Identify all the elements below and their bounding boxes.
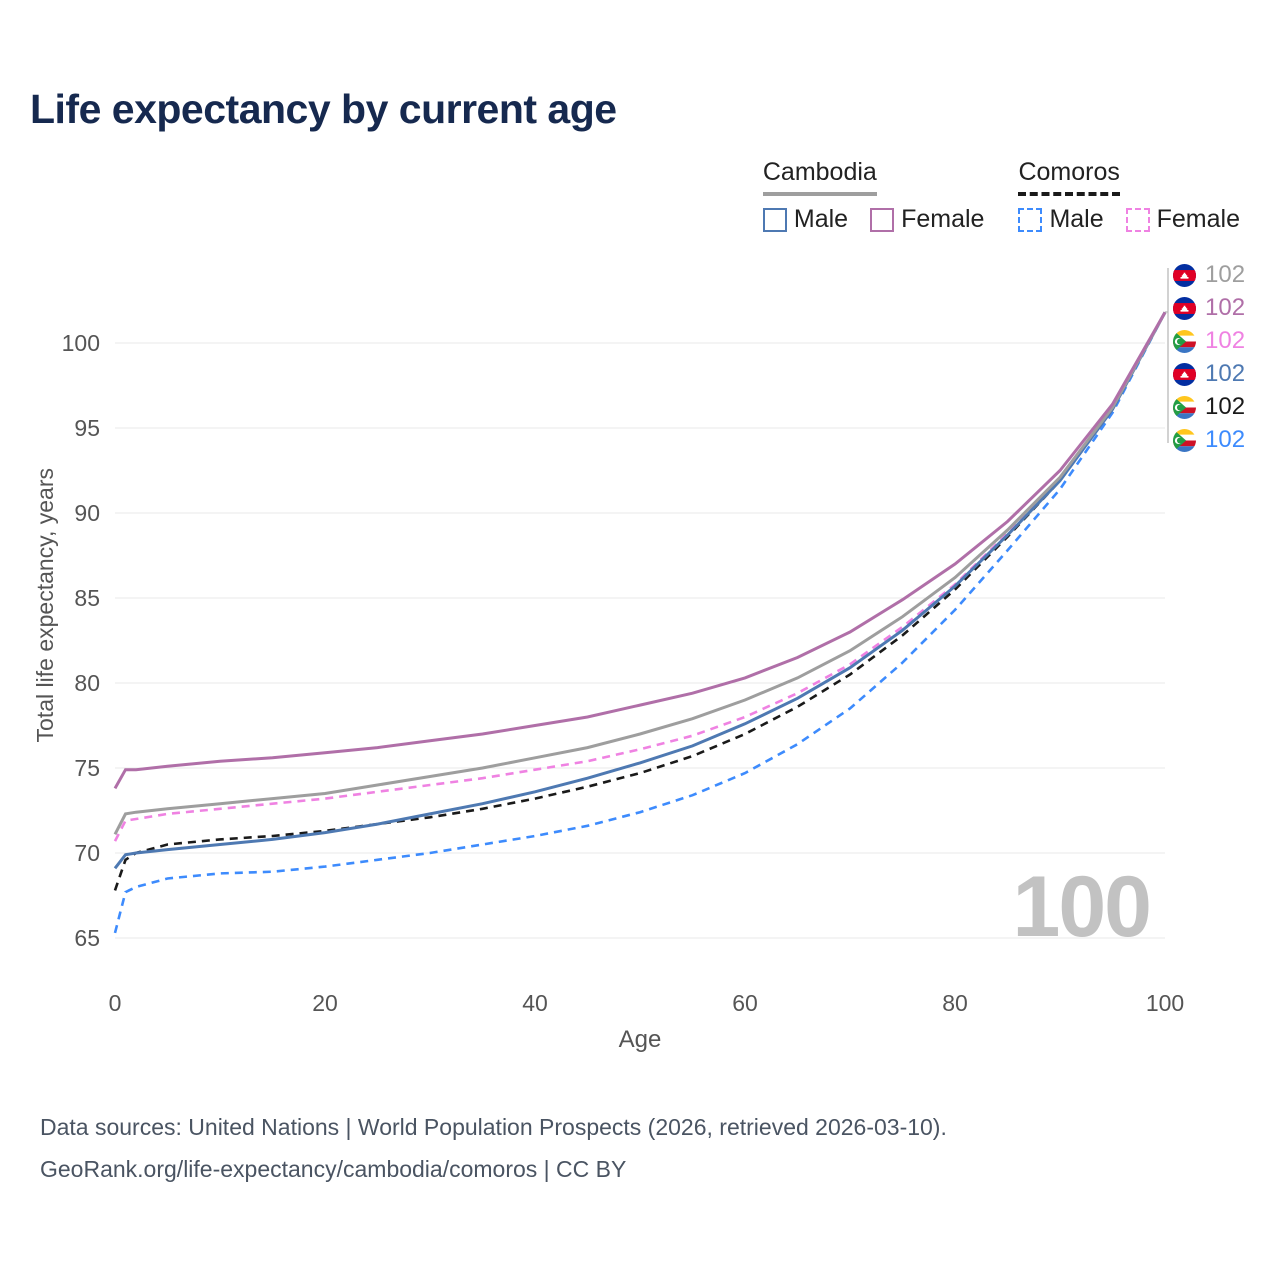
series-line-cambodia-both-sexes	[113, 311, 1167, 835]
attribution-text: GeoRank.org/life-expectancy/cambodia/com…	[40, 1156, 627, 1182]
series-end-label: 102	[1173, 261, 1246, 288]
footer: Data sources: United Nations | World Pop…	[40, 1106, 947, 1190]
x-tick-label: 60	[732, 990, 758, 1016]
legend-item-label: Male	[1049, 205, 1104, 233]
legend-items-cambodia: Male Female	[762, 205, 984, 234]
series-end-label: 102	[1173, 426, 1246, 453]
legend-item-label: Female	[901, 205, 985, 233]
comoros-flag-icon	[1173, 428, 1196, 452]
y-tick-label: 75	[74, 755, 100, 781]
cambodia-female-swatch-icon	[870, 207, 895, 232]
cambodia-flag-icon	[1173, 263, 1196, 287]
legend-group-cambodia: Cambodia Male Female	[762, 158, 984, 234]
legend-item-label: Male	[793, 205, 849, 233]
current-age-watermark: 100	[1012, 859, 1153, 955]
y-tick-label: 65	[74, 925, 100, 951]
series-end-label: 102	[1173, 393, 1246, 420]
legend-country-comoros[interactable]: Comoros	[1018, 158, 1120, 196]
y-tick-label: 100	[62, 330, 100, 356]
data-sources-text: Data sources: United Nations | World Pop…	[40, 1114, 947, 1140]
series-line-comoros-both-sexes	[113, 311, 1167, 891]
y-axis-label: Total life expectancy, years	[32, 468, 58, 743]
y-tick-label: 70	[74, 840, 100, 866]
comoros-female-swatch-icon	[1125, 207, 1150, 232]
chart-title: Life expectancy by current age	[30, 86, 617, 132]
cambodia-male-swatch-icon	[762, 207, 787, 232]
comoros-flag-icon	[1173, 395, 1196, 419]
end-labels: 102 102 102 102 102 102	[1173, 261, 1246, 461]
x-tick-label: 20	[312, 990, 338, 1016]
x-tick-label: 0	[109, 990, 122, 1016]
legend-group-comoros: Comoros Male Female	[1018, 158, 1240, 234]
x-tick-label: 80	[942, 990, 968, 1016]
comoros-male-swatch-icon	[1018, 207, 1043, 232]
legend-item-cambodia-male[interactable]: Male	[762, 205, 849, 234]
end-label-value: 102	[1205, 393, 1246, 420]
comoros-flag-icon	[1173, 329, 1196, 353]
x-axis-label: Age	[618, 1026, 662, 1053]
end-label-value: 102	[1205, 294, 1246, 321]
y-tick-label: 90	[74, 500, 100, 526]
series-line-comoros-male	[113, 311, 1167, 934]
end-label-value: 102	[1205, 261, 1246, 288]
chart-canvas[interactable]: 65 70 75 80 85 90 95 100 0 20 40 60 80 100	[0, 250, 1280, 1070]
cambodia-flag-icon	[1173, 296, 1196, 320]
series-line-cambodia-male	[113, 311, 1167, 870]
legend-items-comoros: Male Female	[1018, 205, 1240, 234]
legend-item-cambodia-female[interactable]: Female	[870, 205, 984, 234]
end-label-value: 102	[1205, 426, 1246, 453]
y-tick-label: 95	[74, 415, 100, 441]
series-end-label: 102	[1173, 327, 1246, 354]
series-line-cambodia-female	[113, 311, 1167, 790]
legend-item-label: Female	[1156, 205, 1240, 233]
series-end-label: 102	[1173, 294, 1246, 321]
legend-item-comoros-male[interactable]: Male	[1018, 205, 1104, 234]
x-tick-label: 100	[1146, 990, 1184, 1016]
y-tick-label: 80	[74, 670, 100, 696]
series-end-label: 102	[1173, 360, 1246, 387]
cambodia-flag-icon	[1173, 362, 1196, 386]
end-label-value: 102	[1205, 327, 1246, 354]
legend-country-cambodia[interactable]: Cambodia	[762, 158, 877, 196]
legend-item-comoros-female[interactable]: Female	[1125, 205, 1240, 234]
end-label-value: 102	[1205, 360, 1246, 387]
y-tick-label: 85	[74, 585, 100, 611]
x-tick-label: 40	[522, 990, 548, 1016]
end-label-bracket	[1165, 268, 1169, 443]
chart-legend: Cambodia Male Female Comoros Male	[762, 158, 1240, 234]
